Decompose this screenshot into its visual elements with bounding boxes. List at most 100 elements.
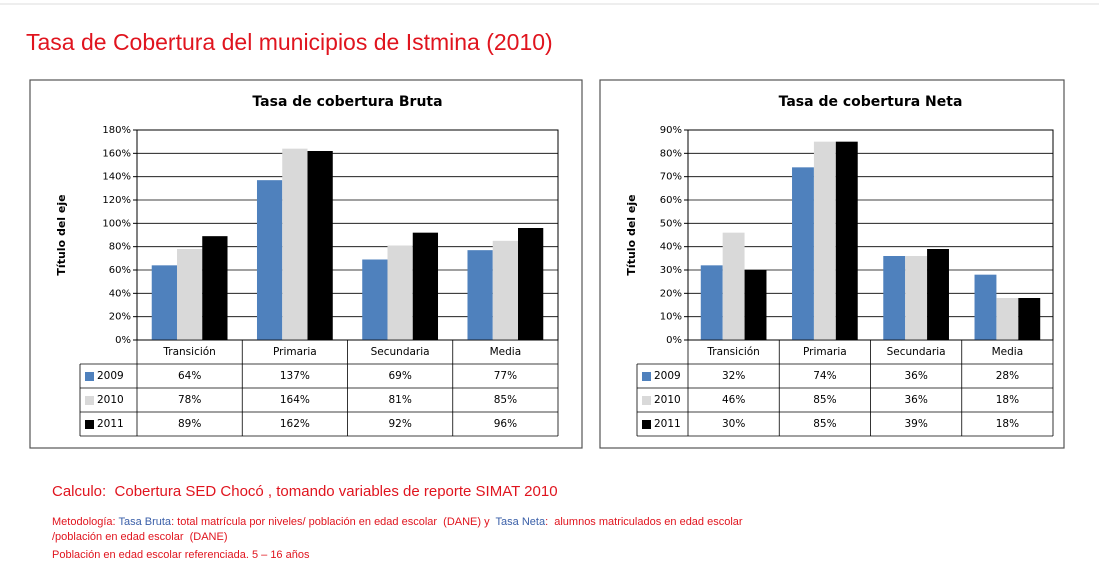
legend-swatch	[642, 372, 651, 381]
x-tick-label: Primaria	[803, 346, 847, 358]
y-tick-label: 20%	[109, 312, 131, 323]
y-tick-label: 180%	[102, 125, 131, 136]
y-tick-label: 0%	[666, 335, 682, 346]
data-label: 36%	[904, 394, 927, 406]
bar	[387, 245, 413, 340]
x-tick-label: Media	[992, 346, 1024, 358]
bar	[744, 270, 767, 340]
methodology-segment: : total matrícula por niveles/ población…	[171, 516, 495, 528]
population-note: Población en edad escolar referenciada. …	[52, 549, 310, 561]
y-tick-label: 50%	[660, 218, 682, 229]
methodology-note: /población en edad escolar (DANE)	[52, 531, 227, 543]
bar	[905, 256, 928, 340]
source-note: Calculo: Cobertura SED Chocó , tomando v…	[52, 483, 558, 500]
y-tick-label: 60%	[660, 195, 682, 206]
bar	[792, 167, 814, 340]
y-tick-label: 10%	[660, 312, 682, 323]
data-label: 78%	[178, 394, 201, 406]
slide-title: Tasa de Cobertura del municipios de Istm…	[26, 29, 553, 55]
data-label: 85%	[813, 418, 836, 430]
x-tick-label: Transición	[706, 346, 759, 358]
legend-label: 2010	[97, 394, 124, 406]
legend-label: 2011	[654, 418, 681, 430]
y-tick-label: 40%	[109, 288, 131, 299]
y-axis-label: Título del eje	[625, 194, 638, 275]
legend-swatch	[642, 420, 651, 429]
bar	[492, 240, 519, 340]
y-tick-label: 80%	[660, 148, 682, 159]
bar	[176, 249, 203, 340]
data-label: 46%	[722, 394, 745, 406]
legend-swatch	[85, 396, 94, 405]
bar	[151, 265, 177, 340]
y-tick-label: 30%	[660, 265, 682, 276]
data-label: 39%	[904, 418, 927, 430]
data-label: 162%	[280, 418, 310, 430]
x-tick-label: Secundaria	[371, 346, 430, 358]
y-tick-label: 140%	[102, 172, 131, 183]
y-tick-label: 0%	[115, 335, 131, 346]
bar	[256, 180, 283, 340]
y-tick-label: 60%	[109, 265, 131, 276]
data-label: 69%	[388, 370, 411, 382]
legend-label: 2009	[97, 370, 124, 382]
y-tick-label: 40%	[660, 242, 682, 253]
legend-label: 2009	[654, 370, 681, 382]
legend-swatch	[85, 420, 94, 429]
data-label: 64%	[178, 370, 201, 382]
data-label: 137%	[280, 370, 310, 382]
bar	[412, 232, 439, 340]
methodology-segment: : alumnos matriculados en edad escolar	[545, 516, 743, 528]
data-label: 74%	[813, 370, 836, 382]
y-tick-label: 90%	[660, 125, 682, 136]
bar	[202, 236, 228, 340]
bar	[282, 148, 308, 340]
bar	[722, 232, 745, 340]
y-tick-label: 80%	[109, 242, 131, 253]
x-tick-label: Transición	[162, 346, 215, 358]
bar	[307, 151, 333, 340]
y-axis-label: Título del eje	[55, 194, 68, 275]
bar	[1018, 298, 1041, 340]
bar	[883, 256, 906, 340]
bar	[518, 228, 544, 340]
bar	[835, 141, 858, 340]
legend-swatch	[642, 396, 651, 405]
x-tick-label: Primaria	[273, 346, 317, 358]
data-label: 85%	[813, 394, 836, 406]
bar	[813, 141, 836, 340]
y-tick-label: 120%	[102, 195, 131, 206]
y-tick-label: 100%	[102, 218, 131, 229]
data-label: 92%	[388, 418, 411, 430]
data-label: 30%	[722, 418, 745, 430]
bar	[362, 259, 388, 340]
data-label: 164%	[280, 394, 310, 406]
chart-title: Tasa de cobertura Bruta	[252, 94, 442, 110]
legend-label: 2010	[654, 394, 681, 406]
methodology-segment: Metodología:	[52, 516, 118, 528]
methodology-segment: Tasa Neta	[496, 516, 546, 528]
methodology-note: Metodología: Tasa Bruta: total matrícula…	[52, 516, 743, 528]
bar	[974, 274, 997, 340]
methodology-segment: /población en edad escolar (DANE)	[52, 531, 227, 543]
bar	[927, 249, 949, 340]
methodology-segment: Tasa Bruta	[118, 516, 171, 528]
data-label: 77%	[494, 370, 517, 382]
data-label: 81%	[388, 394, 411, 406]
data-label: 18%	[996, 394, 1019, 406]
x-tick-label: Media	[490, 346, 522, 358]
chart-title: Tasa de cobertura Neta	[779, 94, 963, 110]
data-label: 85%	[494, 394, 517, 406]
bar	[700, 265, 723, 340]
x-tick-label: Secundaria	[887, 346, 946, 358]
data-label: 32%	[722, 370, 745, 382]
y-tick-label: 160%	[102, 148, 131, 159]
bar	[467, 250, 493, 340]
legend-label: 2011	[97, 418, 124, 430]
data-label: 89%	[178, 418, 201, 430]
y-tick-label: 70%	[660, 172, 682, 183]
data-label: 36%	[904, 370, 927, 382]
data-label: 96%	[494, 418, 517, 430]
legend-swatch	[85, 372, 94, 381]
